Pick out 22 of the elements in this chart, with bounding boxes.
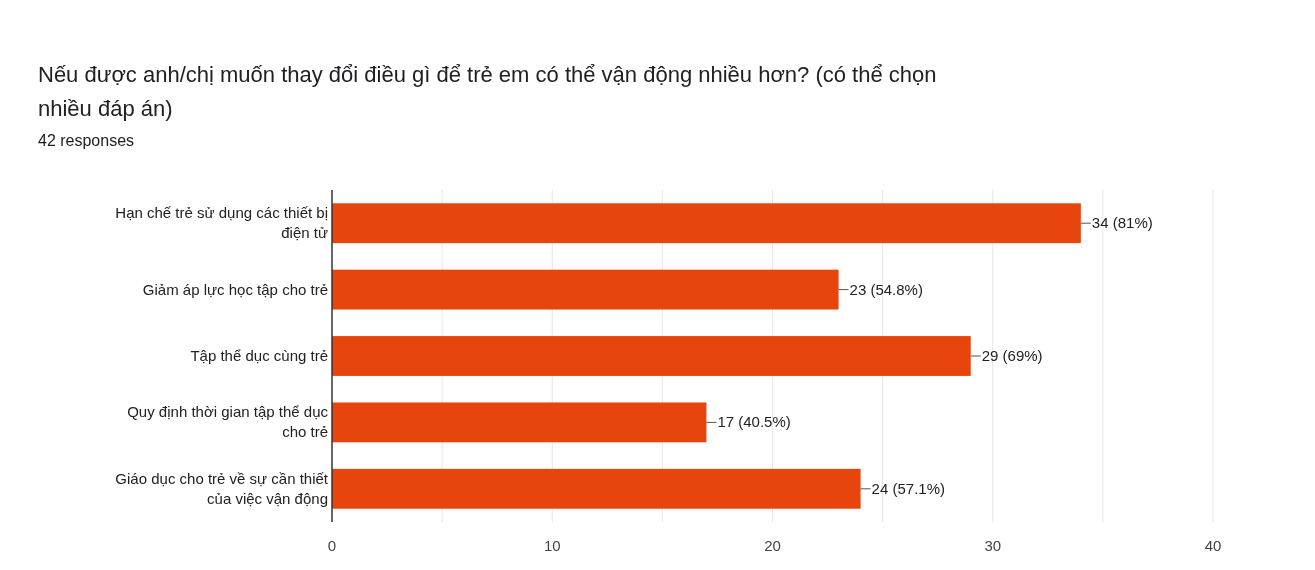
- data-label: 23 (54.8%): [849, 280, 923, 298]
- data-label: 29 (69%): [981, 347, 1043, 364]
- text: 42 responses: [38, 132, 135, 149]
- chart-title: Nếu được anh/chị muốn thay đổi điều gì để trẻ em có thể vận động nhiều hơn? (có thể chọn nhiều đáp án): [38, 62, 937, 121]
- x-tick-label: 10: [543, 537, 561, 554]
- y-tick-label: Giảm áp lực học tập cho trẻ: [142, 280, 328, 298]
- data-label: 24 (57.1%): [871, 479, 945, 497]
- bar: [332, 468, 861, 509]
- bar: [332, 269, 839, 310]
- data-label: 34 (81%): [1091, 214, 1153, 232]
- y-tick-label: Tập thể dục cùng trẻ: [190, 347, 328, 364]
- y-tick-label: Quy định thời gian tập thể dục cho trẻ: [127, 403, 329, 441]
- data-label: 17 (40.5%): [717, 413, 791, 431]
- x-tick-label: 20: [764, 537, 781, 554]
- y-tick-label: Hạn chế trẻ sử dụng các thiết bị điện tử: [115, 204, 328, 242]
- x-tick-label: 30: [984, 537, 1002, 554]
- y-tick-label: Giáo dục cho trẻ về sự cần thiết của việc vận động: [115, 469, 329, 507]
- bar: [332, 203, 1081, 244]
- bar: [332, 402, 707, 443]
- x-tick-label: 0: [327, 537, 337, 554]
- x-tick-label: 40: [1204, 537, 1222, 554]
- bar: [332, 336, 971, 376]
